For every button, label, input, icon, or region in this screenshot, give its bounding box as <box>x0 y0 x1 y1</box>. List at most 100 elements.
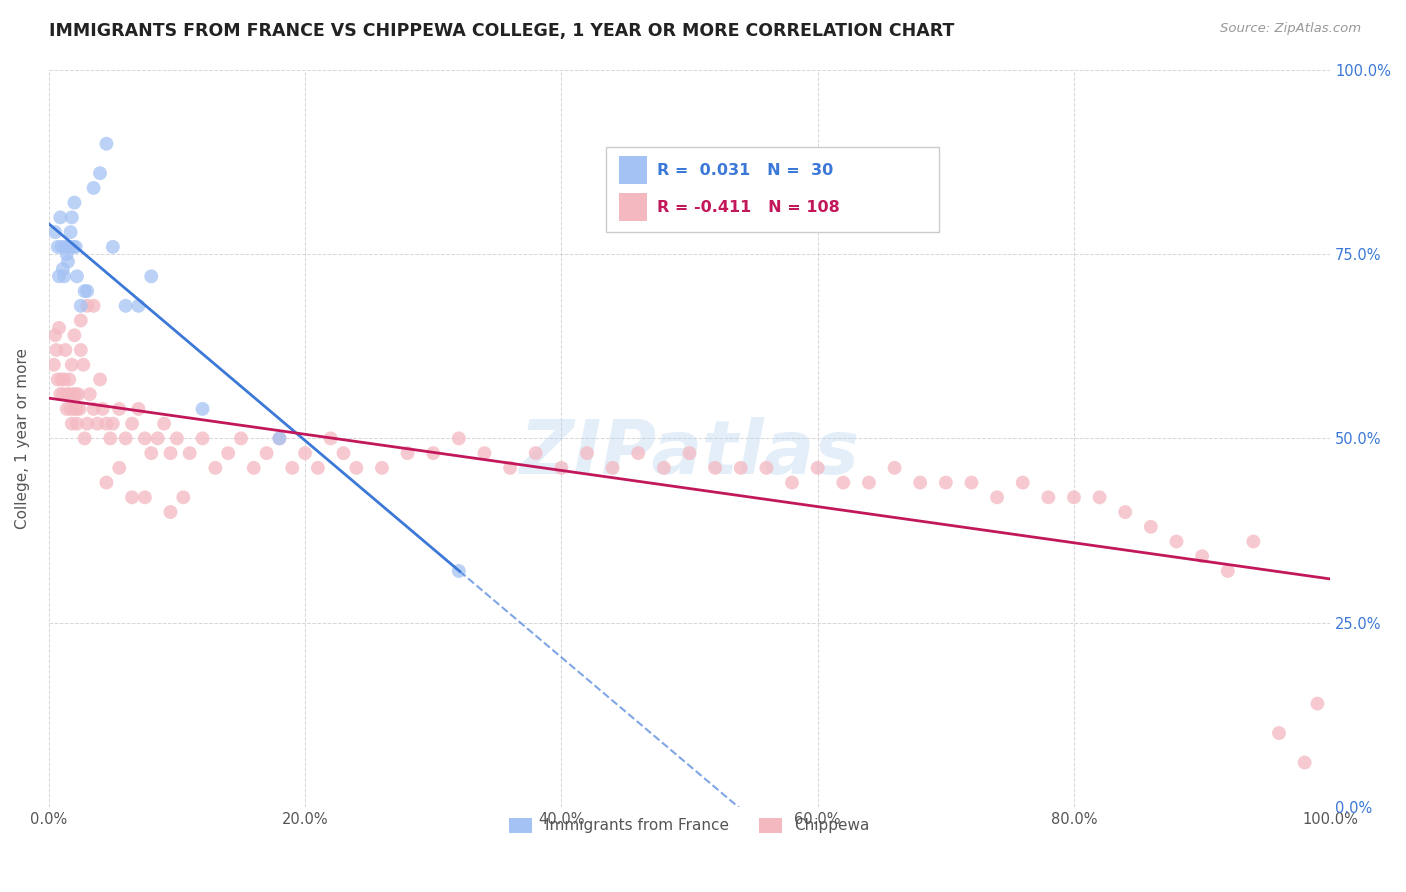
Point <box>52 387 75 401</box>
Point <box>114 299 136 313</box>
Point <box>1191 549 1213 564</box>
Point <box>1063 491 1085 505</box>
Point <box>108 401 131 416</box>
Point <box>141 446 163 460</box>
Point <box>98 431 121 445</box>
Point <box>256 446 278 460</box>
Point <box>229 431 252 445</box>
Point <box>55 343 77 357</box>
Point <box>86 417 108 431</box>
Point <box>45 343 67 357</box>
Point <box>60 417 83 431</box>
Point <box>141 269 163 284</box>
Point <box>1268 726 1291 740</box>
Point <box>52 262 75 277</box>
Text: R =  0.031   N =  30: R = 0.031 N = 30 <box>658 162 834 178</box>
Point <box>69 343 91 357</box>
Point <box>76 417 98 431</box>
Point <box>62 240 84 254</box>
Point <box>1216 564 1239 578</box>
Point <box>858 475 880 490</box>
Text: Source: ZipAtlas.com: Source: ZipAtlas.com <box>1220 22 1361 36</box>
Text: ZIPatlas: ZIPatlas <box>519 417 859 490</box>
Point <box>832 475 855 490</box>
Point <box>46 240 69 254</box>
Point <box>935 475 957 490</box>
Point <box>602 461 624 475</box>
Point <box>83 401 105 416</box>
FancyBboxPatch shape <box>606 147 939 232</box>
Point <box>1114 505 1136 519</box>
Point <box>172 491 194 505</box>
Point <box>134 491 156 505</box>
Point <box>63 328 86 343</box>
Point <box>269 431 291 445</box>
Point <box>159 505 181 519</box>
Point <box>344 461 367 475</box>
Point <box>191 401 214 416</box>
Point <box>101 417 124 431</box>
Point <box>53 269 76 284</box>
Text: IMMIGRANTS FROM FRANCE VS CHIPPEWA COLLEGE, 1 YEAR OR MORE CORRELATION CHART: IMMIGRANTS FROM FRANCE VS CHIPPEWA COLLE… <box>49 22 955 40</box>
Point <box>67 387 90 401</box>
Point <box>127 299 149 313</box>
Point <box>66 269 89 284</box>
FancyBboxPatch shape <box>619 156 647 185</box>
Point <box>281 461 304 475</box>
Point <box>121 491 143 505</box>
Point <box>58 372 80 386</box>
Point <box>66 401 89 416</box>
Point <box>807 461 830 475</box>
Point <box>422 446 444 460</box>
Point <box>42 358 65 372</box>
Point <box>179 446 201 460</box>
Point <box>319 431 342 445</box>
Point <box>704 461 727 475</box>
Point <box>908 475 931 490</box>
Point <box>89 372 111 386</box>
Point <box>447 431 470 445</box>
Point <box>730 461 752 475</box>
Point <box>60 211 83 225</box>
Point <box>65 240 87 254</box>
Point <box>44 328 66 343</box>
Point <box>191 431 214 445</box>
Point <box>550 461 572 475</box>
Point <box>56 387 79 401</box>
Point <box>217 446 239 460</box>
Point <box>51 240 73 254</box>
Point <box>159 446 181 460</box>
Point <box>1241 534 1264 549</box>
Point <box>79 387 101 401</box>
Point <box>62 387 84 401</box>
Point <box>1306 697 1329 711</box>
Point <box>96 417 118 431</box>
Point <box>166 431 188 445</box>
Point <box>51 372 73 386</box>
Point <box>1294 756 1316 770</box>
Point <box>447 564 470 578</box>
Point <box>883 461 905 475</box>
Point <box>55 240 77 254</box>
Point <box>1088 491 1111 505</box>
Point <box>89 166 111 180</box>
Point <box>56 254 79 268</box>
Point <box>121 417 143 431</box>
Point <box>524 446 547 460</box>
Point <box>134 431 156 445</box>
Point <box>780 475 803 490</box>
Point <box>204 461 226 475</box>
Point <box>307 461 329 475</box>
Point <box>76 284 98 298</box>
Point <box>72 358 94 372</box>
Point <box>73 431 96 445</box>
Point <box>575 446 598 460</box>
Point <box>396 446 419 460</box>
Point <box>59 225 82 239</box>
Point <box>69 313 91 327</box>
Point <box>48 269 70 284</box>
Point <box>44 225 66 239</box>
Point <box>60 358 83 372</box>
Point <box>499 461 522 475</box>
Y-axis label: College, 1 year or more: College, 1 year or more <box>15 348 30 529</box>
